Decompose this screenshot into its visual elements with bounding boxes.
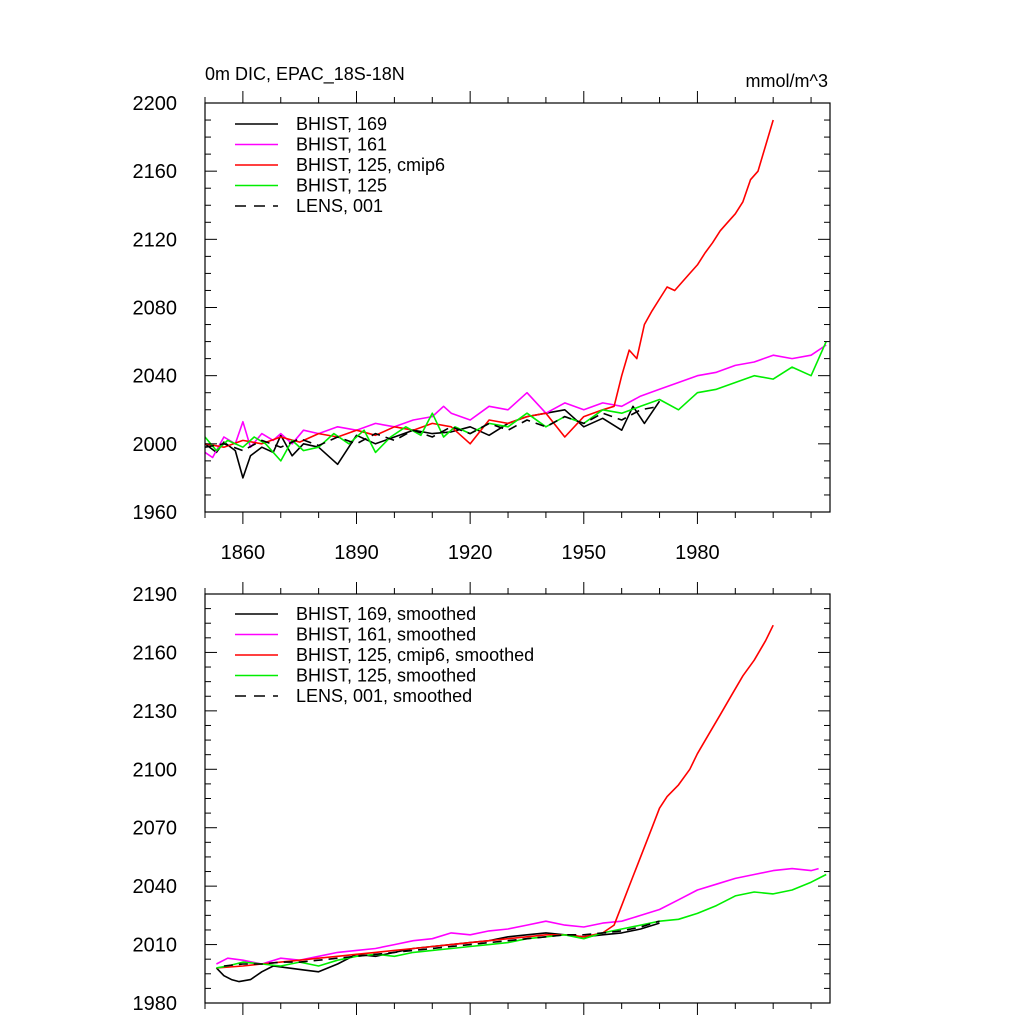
y-tick-label: 2160 bbox=[133, 161, 178, 183]
legend-label-3: BHIST, 125, cmip6 bbox=[296, 155, 445, 175]
series-line-3 bbox=[205, 119, 774, 449]
legend-label-1: BHIST, 169 bbox=[296, 114, 387, 134]
x-tick-label: 1950 bbox=[562, 542, 607, 564]
series-group bbox=[205, 119, 827, 479]
series-line-3 bbox=[216, 624, 774, 969]
legend-label-2: BHIST, 161 bbox=[296, 135, 387, 155]
units-label: mmol/m^3 bbox=[746, 71, 828, 91]
y-tick-label: 2130 bbox=[133, 701, 178, 723]
series-line-2 bbox=[205, 344, 827, 459]
series-group bbox=[215, 624, 827, 983]
series-line-1 bbox=[215, 922, 660, 983]
series-line-1 bbox=[205, 400, 661, 479]
legend-label-4: BHIST, 125, smoothed bbox=[296, 666, 476, 686]
chart-layer: 0m DIC, EPAC_18S-18N mmol/m^3 1960 2000 2040… bbox=[133, 64, 831, 1015]
x-tick-label: 1860 bbox=[221, 542, 266, 564]
y-tick-label: 1980 bbox=[133, 993, 178, 1015]
legend-label-4: BHIST, 125 bbox=[296, 176, 387, 196]
legend-label-5: LENS, 001 bbox=[296, 196, 383, 216]
y-tick-label: 2100 bbox=[133, 759, 178, 781]
x-tick-label: 1980 bbox=[675, 542, 720, 564]
series-line-2 bbox=[216, 867, 819, 965]
series-line-4 bbox=[216, 873, 827, 969]
series-line-5 bbox=[205, 405, 660, 452]
series-line-5 bbox=[223, 920, 660, 967]
y-tick-label: 2120 bbox=[133, 229, 178, 251]
y-tick-label: 2010 bbox=[133, 935, 178, 957]
x-tick-label: 1890 bbox=[334, 542, 379, 564]
y-tick-label: 2200 bbox=[133, 93, 178, 115]
legend-label-1: BHIST, 169, smoothed bbox=[296, 604, 476, 624]
chart-panel-1: 0m DIC, EPAC_18S-18N mmol/m^3 1960 2000 2040… bbox=[133, 64, 831, 564]
y-tick-label: 2070 bbox=[133, 818, 178, 840]
y-tick-label: 2040 bbox=[133, 876, 178, 898]
y-tick-label: 2160 bbox=[133, 642, 178, 664]
chart-title: 0m DIC, EPAC_18S-18N bbox=[205, 64, 405, 85]
y-tick-label: 2040 bbox=[133, 366, 178, 388]
legend-label-5: LENS, 001, smoothed bbox=[296, 686, 472, 706]
legend-label-3: BHIST, 125, cmip6, smoothed bbox=[296, 645, 534, 665]
legend-label-2: BHIST, 161, smoothed bbox=[296, 625, 476, 645]
y-tick-label: 2190 bbox=[133, 584, 178, 606]
chart-panel-2: 1980 2010 2040 2070 2100 2130 2160 2190 BHIST, 1… bbox=[133, 582, 831, 1015]
y-tick-label: 2080 bbox=[133, 298, 178, 320]
x-tick-label: 1920 bbox=[448, 542, 493, 564]
y-tick-label: 2000 bbox=[133, 434, 178, 456]
y-tick-label: 1960 bbox=[133, 502, 178, 524]
series-line-4 bbox=[205, 341, 827, 462]
